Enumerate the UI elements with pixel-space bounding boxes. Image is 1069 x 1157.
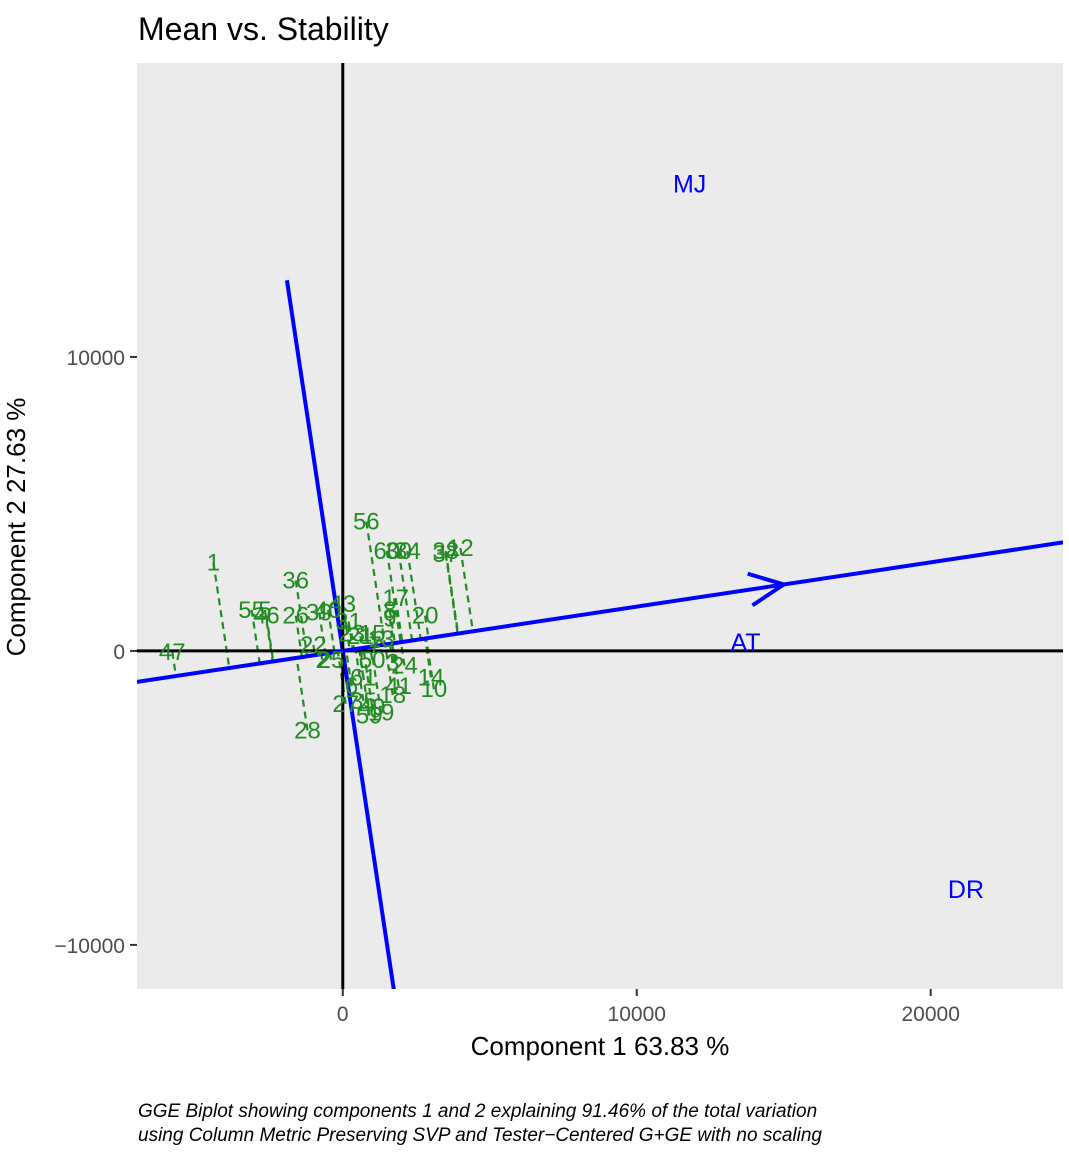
projection-line-6 bbox=[345, 650, 353, 687]
projection-line-17 bbox=[394, 597, 404, 643]
genotype-label-22: 22 bbox=[300, 632, 327, 659]
projection-line-43 bbox=[341, 603, 351, 651]
projection-line-28 bbox=[295, 657, 309, 731]
genotype-label-34: 34 bbox=[394, 538, 421, 565]
projection-line-37 bbox=[444, 553, 459, 634]
genotype-label-41: 41 bbox=[385, 673, 412, 700]
projection-line-23 bbox=[350, 633, 356, 650]
projection-line-24 bbox=[399, 642, 406, 666]
projection-line-31 bbox=[347, 621, 354, 650]
projection-line-9 bbox=[388, 618, 395, 644]
x-tick-label-1: 10000 bbox=[608, 1003, 666, 1026]
projection-line-49 bbox=[362, 647, 374, 707]
projection-line-34 bbox=[406, 550, 422, 640]
genotype-label-17: 17 bbox=[382, 585, 409, 612]
genotype-label-36: 36 bbox=[282, 567, 309, 594]
genotype-label-27: 27 bbox=[332, 691, 359, 718]
genotype-label-23: 23 bbox=[338, 620, 365, 647]
projection-line-55 bbox=[250, 609, 261, 664]
projection-line-47 bbox=[171, 651, 178, 677]
genotype-label-26: 26 bbox=[282, 603, 309, 630]
projection-line-61 bbox=[357, 648, 365, 678]
y-tick-label-1: 0 bbox=[113, 641, 125, 664]
genotype-label-19: 19 bbox=[368, 700, 395, 727]
plot-panel bbox=[137, 63, 1063, 989]
genotype-label-35: 35 bbox=[350, 688, 377, 715]
projection-line-60 bbox=[385, 550, 402, 643]
genotype-label-5: 5 bbox=[258, 597, 271, 624]
environment-label-AT: AT bbox=[730, 629, 760, 657]
projection-line-26 bbox=[294, 615, 304, 658]
x-tick-label-2: 20000 bbox=[902, 1003, 960, 1026]
projection-line-14 bbox=[424, 638, 433, 678]
genotype-label-56: 56 bbox=[353, 509, 380, 536]
genotype-label-2: 2 bbox=[316, 647, 329, 674]
genotype-label-55: 55 bbox=[238, 597, 265, 624]
genotype-label-46: 46 bbox=[253, 603, 280, 630]
genotype-label-39: 39 bbox=[306, 600, 333, 627]
genotype-label-21: 21 bbox=[347, 623, 374, 650]
projection-line-21 bbox=[359, 636, 364, 649]
genotype-label-18: 18 bbox=[379, 682, 406, 709]
genotype-label-49: 49 bbox=[359, 694, 386, 721]
y-tick-label-0: −10000 bbox=[54, 935, 125, 958]
projection-line-8 bbox=[388, 609, 396, 644]
x-axis-title: Component 1 63.83 % bbox=[471, 1031, 730, 1061]
genotype-label-50: 50 bbox=[359, 647, 386, 674]
projection-line-12 bbox=[459, 547, 475, 632]
genotype-label-9: 9 bbox=[383, 606, 396, 633]
genotype-label-59: 59 bbox=[356, 703, 383, 730]
x-tick-label-0: 0 bbox=[337, 1003, 349, 1026]
genotype-label-28: 28 bbox=[294, 717, 321, 744]
genotype-label-25: 25 bbox=[318, 647, 345, 674]
genotype-label-31: 31 bbox=[335, 609, 362, 636]
genotype-label-30: 30 bbox=[385, 538, 412, 565]
genotype-label-40: 40 bbox=[315, 597, 342, 624]
projection-line-36 bbox=[294, 580, 309, 657]
y-tick-label-2: 10000 bbox=[67, 347, 125, 370]
genotype-label-10: 10 bbox=[421, 676, 448, 703]
genotype-label-37: 37 bbox=[432, 541, 459, 568]
genotype-label-6: 6 bbox=[345, 673, 358, 700]
genotype-label-60: 60 bbox=[374, 538, 401, 565]
projection-line-18 bbox=[384, 644, 394, 696]
projection-line-46 bbox=[265, 615, 275, 662]
chart-title: Mean vs. Stability bbox=[138, 11, 389, 47]
environment-label-MJ: MJ bbox=[673, 171, 706, 199]
y-axis-title: Component 2 27.63 % bbox=[1, 398, 31, 657]
projection-line-3 bbox=[388, 643, 394, 663]
axis-layer: 0 10000 20000 −10000 0 10000 bbox=[54, 347, 960, 1026]
environment-label-DR: DR bbox=[948, 876, 984, 904]
genotype-label-7: 7 bbox=[368, 632, 381, 659]
genotype-label-47: 47 bbox=[159, 639, 186, 666]
projection-line-20 bbox=[424, 615, 430, 639]
genotype-label-3: 3 bbox=[386, 650, 399, 677]
genotype-label-8: 8 bbox=[383, 597, 396, 624]
ate-axis-line bbox=[137, 540, 1063, 684]
projection-line-10 bbox=[425, 638, 435, 690]
genotype-label-1: 1 bbox=[207, 550, 220, 577]
projection-line-39 bbox=[318, 612, 327, 654]
genotype-label-20: 20 bbox=[412, 603, 439, 630]
projection-line-56 bbox=[365, 521, 386, 645]
genotype-label-61: 61 bbox=[350, 664, 377, 691]
projection-line-15 bbox=[371, 633, 376, 647]
projection-line-35 bbox=[354, 648, 365, 702]
projection-line-30 bbox=[397, 550, 414, 641]
genotype-label-14: 14 bbox=[418, 664, 445, 691]
genotype-label-24: 24 bbox=[391, 653, 418, 680]
caption-line-2: using Column Metric Preserving SVP and T… bbox=[138, 1125, 822, 1146]
genotype-label-15: 15 bbox=[359, 620, 386, 647]
ate-arrowhead bbox=[747, 571, 789, 608]
genotype-label-13: 13 bbox=[368, 626, 395, 653]
genotype-label-38: 38 bbox=[432, 538, 459, 565]
genotype-label-12: 12 bbox=[447, 535, 474, 562]
caption-line-1: GGE Biplot showing components 1 and 2 ex… bbox=[138, 1101, 817, 1122]
projection-line-5 bbox=[263, 609, 274, 662]
genotype-label-43: 43 bbox=[329, 591, 356, 618]
